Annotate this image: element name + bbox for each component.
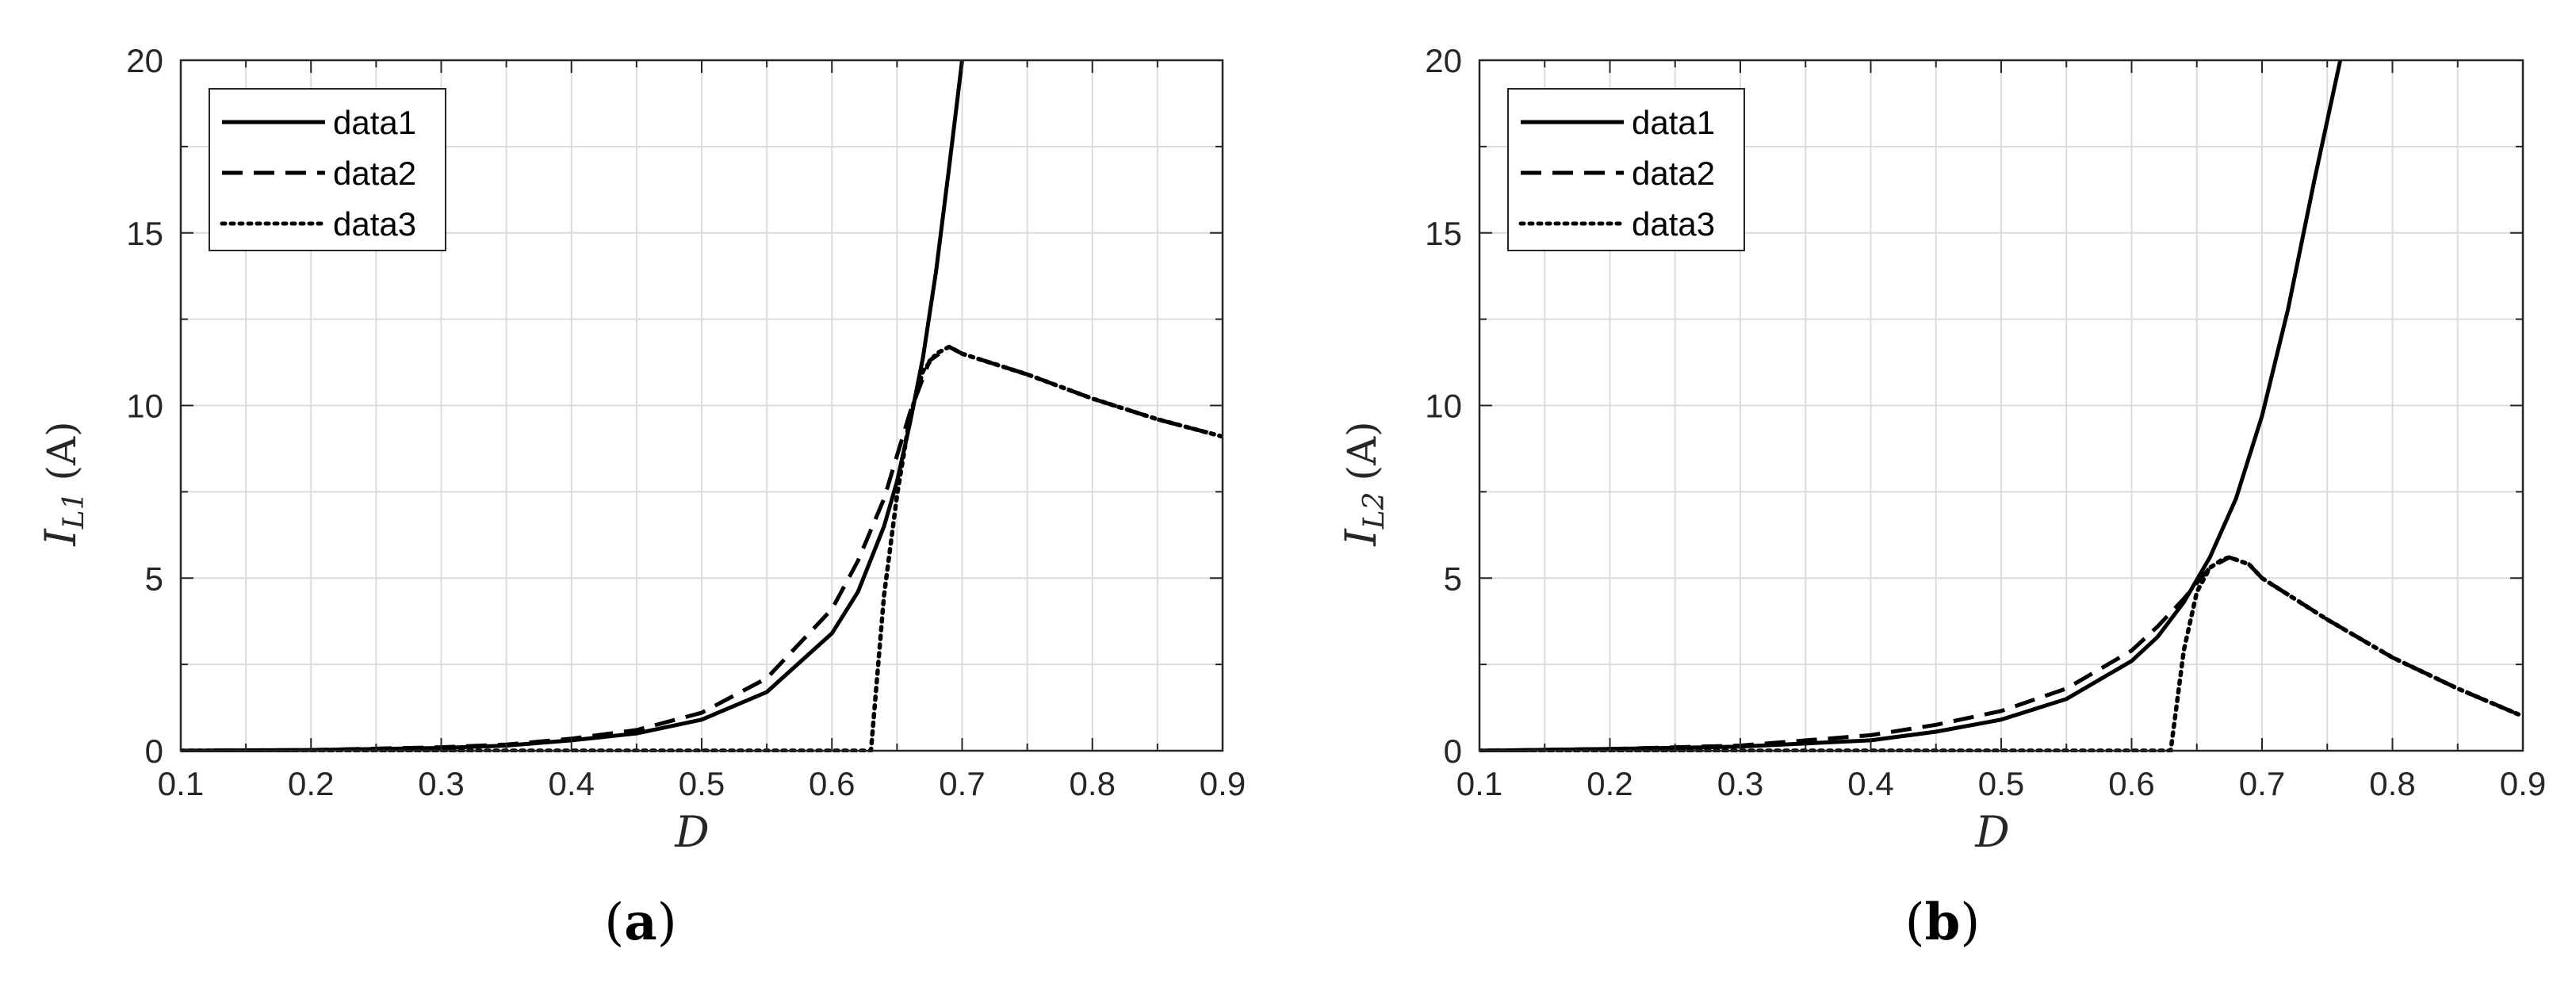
y-tick-label: 5 [145, 560, 163, 597]
y-tick-label: 15 [1425, 215, 1462, 252]
panel-a-caption-letter: a [624, 893, 656, 952]
x-tick-label: 0.2 [288, 765, 334, 802]
svg-text:IL2(A): IL2 (A) [1336, 421, 1391, 546]
panel-b-x-axis-label: D [1974, 807, 2009, 857]
x-tick-label: 0.7 [2239, 765, 2285, 802]
y-tick-label: 5 [1444, 560, 1462, 597]
x-tick-label: 0.8 [2369, 765, 2415, 802]
legend-label-data3: data3 [333, 205, 416, 243]
legend-label-data2: data2 [333, 155, 416, 192]
y-tick-label: 20 [126, 42, 163, 79]
x-tick-label: 0.6 [2108, 765, 2154, 802]
legend-label-data1: data1 [333, 104, 416, 141]
panel-b-legend: data1 data2 data3 [1507, 88, 1745, 251]
panel-b-caption: (b) [1905, 893, 1981, 952]
panel-a-y-label-sub: L1 [58, 492, 90, 530]
x-tick-label: 0.7 [939, 765, 985, 802]
x-tick-label: 0.3 [418, 765, 464, 802]
y-tick-label: 10 [126, 388, 163, 425]
svg-text:IL1(A): IL1 (A) [36, 421, 90, 546]
x-tick-label: 0.8 [1070, 765, 1116, 802]
x-tick-label: 0.9 [2500, 765, 2546, 802]
panel-a-y-axis-label: IL1 (A) [36, 421, 90, 546]
panel-b-y-axis-label: IL2 (A) [1336, 421, 1391, 546]
panel-a-y-label-main: I [36, 528, 86, 547]
y-tick-label: 20 [1425, 42, 1462, 79]
x-tick-label: 0.4 [1847, 765, 1893, 802]
x-tick-label: 0.4 [549, 765, 595, 802]
panel-b-caption-letter: b [1925, 893, 1961, 952]
y-tick-label: 10 [1425, 388, 1462, 425]
panel-a-x-axis-label: D [674, 807, 709, 857]
x-tick-label: 0.6 [809, 765, 855, 802]
x-tick-label: 0.5 [1978, 765, 2024, 802]
legend-label-data1: data1 [1632, 104, 1715, 141]
x-tick-label: 0.3 [1717, 765, 1763, 802]
panel-b-y-label-main: I [1336, 528, 1386, 547]
panel-b-y-label-sub: L2 [1358, 492, 1391, 530]
panel-b-chart: 0.1 0.2 0.3 0.4 0.5 0.6 0.7 0.8 0.9 0 5 10 15 20 data… [1336, 42, 2546, 952]
x-tick-label: 0.1 [1456, 765, 1502, 802]
panel-a-caption: (a) [604, 893, 676, 952]
series-line-data1 [1479, 59, 2343, 752]
x-tick-label: 0.9 [1200, 765, 1246, 802]
y-tick-label: 15 [126, 215, 163, 252]
x-tick-label: 0.2 [1587, 765, 1632, 802]
panel-a-y-label-unit: (A) [39, 421, 85, 480]
panel-a-tick-labels: 0.1 0.2 0.3 0.4 0.5 0.6 0.7 0.8 0.9 0 5 10 15 20 [126, 42, 1246, 802]
panel-b-tick-labels: 0.1 0.2 0.3 0.4 0.5 0.6 0.7 0.8 0.9 0 5 10 15 20 [1425, 42, 2546, 802]
legend-label-data3: data3 [1632, 205, 1715, 243]
y-tick-label: 0 [1444, 732, 1462, 770]
legend-label-data2: data2 [1632, 155, 1715, 192]
y-tick-label: 0 [145, 732, 163, 770]
panel-a-legend: data1 data2 data3 [209, 88, 446, 251]
x-tick-label: 0.5 [679, 765, 725, 802]
panel-a-chart: 0.1 0.2 0.3 0.4 0.5 0.6 0.7 0.8 0.9 0 5 10 15 20 data… [36, 42, 1246, 952]
x-tick-label: 0.1 [158, 765, 204, 802]
panel-b-y-label-unit: (A) [1339, 421, 1385, 480]
